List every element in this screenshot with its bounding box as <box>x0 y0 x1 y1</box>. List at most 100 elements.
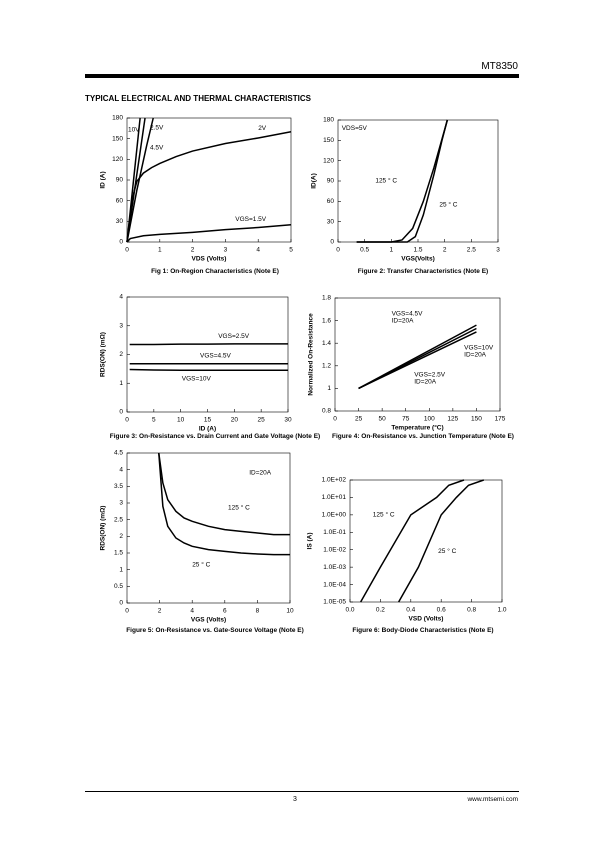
x-tick-label: 0 <box>336 247 340 254</box>
x-axis-label: VGS(Volts) <box>401 256 434 263</box>
series-label: 2V <box>258 125 267 132</box>
y-tick-label: 120 <box>112 156 123 163</box>
y-tick-label: 1.0E-02 <box>323 546 346 553</box>
series-line <box>356 119 449 243</box>
y-tick-label: 0 <box>330 239 334 246</box>
figure-caption: Figure 3: On-Resistance vs. Drain Curren… <box>109 433 321 440</box>
x-tick-label: 1 <box>158 247 162 254</box>
y-axis-label: RDS(ON) (mΩ) <box>100 332 107 377</box>
x-tick-label: 25 <box>355 416 363 423</box>
y-axis-label: IS (A) <box>307 533 314 550</box>
y-tick-label: 3 <box>119 500 123 507</box>
x-tick-label: 175 <box>495 416 506 423</box>
x-tick-label: 0.5 <box>360 247 369 254</box>
y-tick-label: 1.0E-03 <box>323 564 346 571</box>
y-tick-label: 1.0E-01 <box>323 529 346 536</box>
x-tick-label: 0 <box>125 608 129 615</box>
y-tick-label: 90 <box>327 178 335 185</box>
series-label: 25 ° C <box>438 547 456 555</box>
series-line <box>129 368 288 372</box>
website: www.mtsemi.com <box>467 796 518 803</box>
y-tick-label: 1 <box>119 566 123 573</box>
y-tick-label: 1.0E+01 <box>322 494 347 501</box>
header-rule <box>85 74 519 78</box>
y-tick-label: 1 <box>119 380 123 387</box>
y-tick-label: 90 <box>116 177 124 184</box>
figure-caption: Figure 4: On-Resistance vs. Junction Tem… <box>332 433 514 440</box>
series-line <box>356 119 449 243</box>
x-axis-label: Temperature (°C) <box>391 424 443 432</box>
series-label: 2.5V <box>150 124 164 131</box>
x-tick-label: 3 <box>224 247 228 254</box>
y-tick-label: 60 <box>116 197 124 204</box>
y-tick-label: 30 <box>327 218 335 225</box>
series-line <box>126 117 154 243</box>
x-tick-label: 10 <box>177 417 185 424</box>
x-tick-label: 2 <box>158 608 162 615</box>
x-tick-label: 3 <box>496 247 500 254</box>
x-tick-label: 10 <box>286 608 294 615</box>
part-number: MT8350 <box>481 61 518 72</box>
series-label: VGS=4.5V <box>392 311 424 318</box>
y-tick-label: 0.5 <box>114 583 123 590</box>
figure-caption: Figure 2: Transfer Characteristics (Note… <box>357 268 489 275</box>
series-label: 125 ° C <box>228 504 250 512</box>
y-tick-label: 3.5 <box>114 483 123 490</box>
annotation: ID=20A <box>249 470 272 477</box>
x-tick-label: 1 <box>390 247 394 254</box>
y-tick-label: 1.6 <box>322 317 331 324</box>
series-note: ID=20A <box>464 351 487 358</box>
y-axis-label: ID(A) <box>311 173 318 189</box>
y-tick-label: 4 <box>119 294 123 301</box>
y-tick-label: 1.4 <box>322 340 331 347</box>
plot-frame <box>126 452 291 604</box>
x-tick-label: 1.5 <box>413 247 422 254</box>
x-tick-label: 5 <box>152 417 156 424</box>
y-tick-label: 0.8 <box>322 408 331 415</box>
series-label: VGS=4.5V <box>200 353 232 360</box>
series-label: VGS=10V <box>182 376 212 383</box>
y-tick-label: 1.2 <box>322 363 331 370</box>
x-axis-label: ID (A) <box>199 426 216 433</box>
series-line <box>126 131 292 243</box>
y-axis-label: Normalized On-Resistance <box>308 313 315 396</box>
series-line <box>158 452 290 556</box>
y-axis-label: RDS(ON) (mΩ) <box>100 506 107 551</box>
series-note: ID=20A <box>392 318 415 325</box>
footer-rule <box>85 791 519 792</box>
series-label: VGS=10V <box>464 344 494 351</box>
x-tick-label: 100 <box>424 416 435 423</box>
series-line <box>158 452 290 536</box>
x-tick-label: 8 <box>256 608 260 615</box>
y-tick-label: 180 <box>112 115 123 122</box>
x-tick-label: 0.2 <box>376 607 385 614</box>
y-tick-label: 60 <box>327 198 335 205</box>
series-note: ID=20A <box>414 379 437 386</box>
figure-caption: Fig 1: On-Region Characteristics (Note E… <box>151 268 279 275</box>
x-tick-label: 125 <box>447 416 458 423</box>
x-axis-label: VDS (Volts) <box>192 256 227 263</box>
x-tick-label: 2 <box>191 247 195 254</box>
y-tick-label: 1.0E+02 <box>322 477 347 484</box>
x-axis-label: VGS (Volts) <box>191 617 226 624</box>
x-tick-label: 6 <box>223 608 227 615</box>
page-number: 3 <box>293 796 297 803</box>
x-tick-label: 5 <box>289 247 293 254</box>
x-tick-label: 30 <box>284 417 292 424</box>
y-tick-label: 150 <box>323 137 334 144</box>
x-tick-label: 75 <box>402 416 410 423</box>
x-tick-label: 150 <box>471 416 482 423</box>
x-tick-label: 1.0 <box>497 607 506 614</box>
series-label: 4.5V <box>150 144 164 151</box>
series-line <box>126 224 292 243</box>
series-line <box>397 479 485 603</box>
x-tick-label: 20 <box>231 417 239 424</box>
x-tick-label: 4 <box>256 247 260 254</box>
x-tick-label: 0 <box>125 247 129 254</box>
plot-frame <box>337 119 499 243</box>
series-label: 10V <box>128 126 140 133</box>
x-tick-label: 4 <box>190 608 194 615</box>
y-tick-label: 1.0E+00 <box>322 512 347 519</box>
